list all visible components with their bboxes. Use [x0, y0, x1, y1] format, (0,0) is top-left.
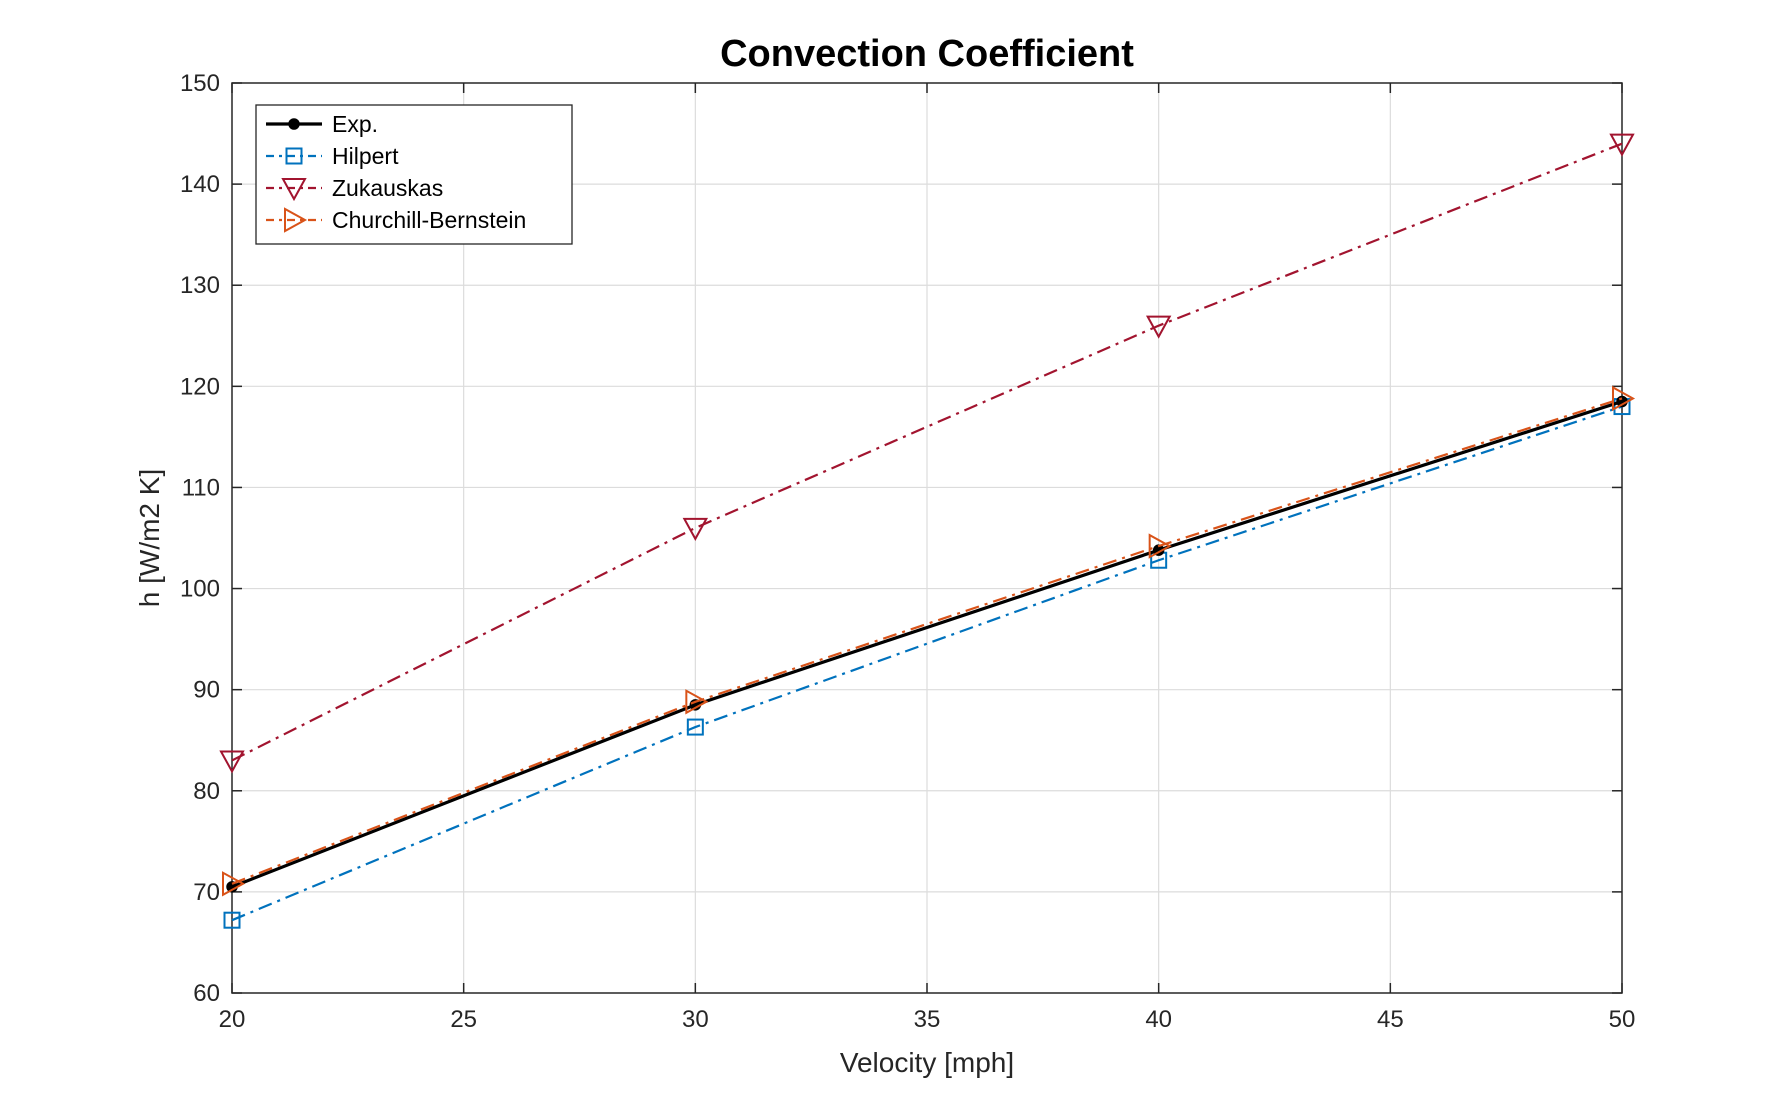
tick-labels: 20 25 30 35 40 45 50 60 70 80 90 100 110 120 130 140 150	[180, 70, 1635, 1033]
chart-title: Convection Coefficient	[720, 33, 1134, 75]
legend-entry-hilpert: Hilpert	[266, 143, 399, 169]
legend-marker-hilpert	[285, 147, 303, 165]
data-point-zukauskas	[219, 750, 245, 774]
legend-entry-churchill-bernstein: Churchill-Bernstein	[266, 207, 526, 233]
series-lines	[219, 133, 1636, 929]
data-point-churchill-bernstein	[222, 871, 246, 897]
legend-marker-exp	[288, 118, 300, 130]
y-axis-label: h [W/m2 K]	[134, 469, 165, 607]
data-point-zukauskas	[1145, 315, 1172, 339]
data-point-hilpert	[223, 911, 241, 929]
y-tick-label: 130	[180, 272, 220, 299]
legend-label-hilpert: Hilpert	[332, 143, 399, 169]
y-tick-label: 150	[180, 70, 220, 97]
x-tick-label: 20	[219, 1006, 246, 1033]
legend-entry-exp: Exp.	[266, 111, 378, 137]
legend-label-exp: Exp.	[332, 111, 378, 137]
x-tick-label: 30	[682, 1006, 709, 1033]
axes	[231, 82, 1623, 994]
data-point-churchill-bernstein	[1148, 533, 1172, 559]
x-tick-label: 35	[914, 1006, 941, 1033]
data-point-hilpert	[686, 718, 704, 736]
data-point-churchill-bernstein	[1612, 385, 1636, 412]
x-axis-label: Velocity [mph]	[840, 1047, 1014, 1078]
series-zukauskas	[219, 133, 1635, 774]
legend-marker-zukauskas	[281, 178, 307, 202]
y-tick-label: 110	[182, 474, 220, 501]
legend-label-churchill-bernstein: Churchill-Bernstein	[332, 207, 526, 233]
y-tick-label: 100	[180, 576, 220, 603]
y-tick-label: 80	[193, 778, 220, 805]
legend: Exp. Hilpert Zukauskas Churchill-Bernstein	[255, 104, 573, 245]
x-tick-label: 40	[1145, 1006, 1172, 1033]
y-tick-label: 90	[193, 677, 220, 704]
series-hilpert	[223, 398, 1631, 929]
y-tick-label: 60	[193, 980, 220, 1007]
series-line-hilpert	[231, 405, 1623, 922]
x-tick-label: 50	[1609, 1006, 1636, 1033]
x-tick-label: 25	[450, 1006, 477, 1033]
series-line-exp	[231, 399, 1623, 889]
y-tick-label: 140	[180, 171, 220, 198]
legend-marker-churchill-bernstein	[284, 207, 308, 233]
data-point-churchill-bernstein	[685, 689, 709, 715]
y-tick-label: 70	[193, 879, 220, 906]
data-point-zukauskas	[1609, 133, 1635, 157]
data-point-zukauskas	[682, 517, 709, 541]
series-churchill-bernstein	[222, 385, 1636, 897]
series-line-churchill-bernstein	[231, 397, 1623, 885]
legend-label-zukauskas: Zukauskas	[332, 175, 443, 201]
legend-entry-zukauskas: Zukauskas	[266, 175, 443, 202]
x-tick-label: 45	[1377, 1006, 1404, 1033]
y-tick-label: 120	[180, 373, 220, 400]
